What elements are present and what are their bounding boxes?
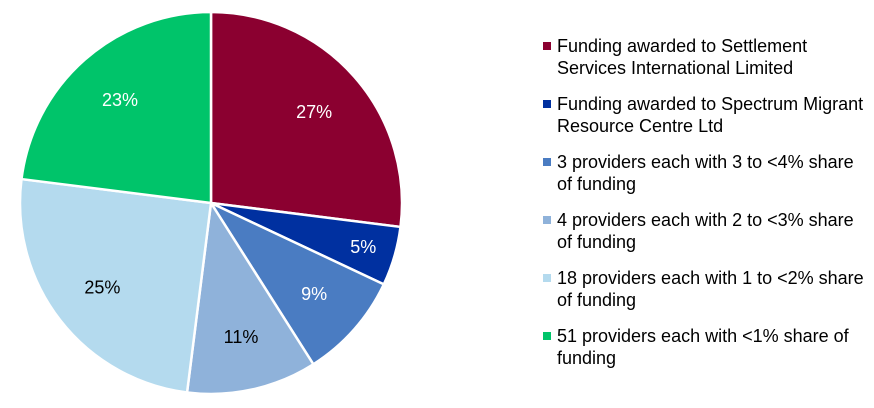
legend-swatch xyxy=(543,332,551,340)
legend-swatch xyxy=(543,274,551,282)
slice-data-label: 25% xyxy=(84,277,120,297)
legend-label: 51 providers each with <1% share of fund… xyxy=(557,326,849,368)
pie-slice xyxy=(209,10,404,229)
legend-item: 3 providers each with 3 to <4% share of … xyxy=(541,151,871,209)
legend-label: 18 providers each with 1 to <2% share of… xyxy=(557,268,864,310)
legend-swatch xyxy=(543,42,551,50)
legend: Funding awarded to Settlement Services I… xyxy=(541,35,871,383)
legend-item: Funding awarded to Settlement Services I… xyxy=(541,35,871,93)
pie-slice xyxy=(185,199,316,396)
slice-data-label: 27% xyxy=(296,102,332,122)
pie-chart: 27% 5% 9% 11% 25% 23% xyxy=(18,10,404,396)
pie-slice xyxy=(18,177,213,394)
slice-data-label: 9% xyxy=(301,284,327,304)
legend-item: 18 providers each with 1 to <2% share of… xyxy=(541,267,871,325)
legend-item: 4 providers each with 2 to <3% share of … xyxy=(541,209,871,267)
legend-label: 4 providers each with 2 to <3% share of … xyxy=(557,210,854,252)
slice-data-label: 5% xyxy=(350,237,376,257)
legend-label: Funding awarded to Settlement Services I… xyxy=(557,36,808,78)
pie-slice xyxy=(207,200,386,366)
pie-slice xyxy=(20,10,213,205)
legend-label: 3 providers each with 3 to <4% share of … xyxy=(557,152,854,194)
slice-data-label: 23% xyxy=(102,90,138,110)
legend-swatch xyxy=(543,158,551,166)
slice-data-label: 11% xyxy=(224,327,259,347)
legend-label: Funding awarded to Spectrum Migrant Reso… xyxy=(557,94,864,136)
legend-swatch xyxy=(543,216,551,224)
legend-item: 51 providers each with <1% share of fund… xyxy=(541,325,871,383)
legend-item: Funding awarded to Spectrum Migrant Reso… xyxy=(541,93,871,151)
legend-swatch xyxy=(543,100,551,108)
